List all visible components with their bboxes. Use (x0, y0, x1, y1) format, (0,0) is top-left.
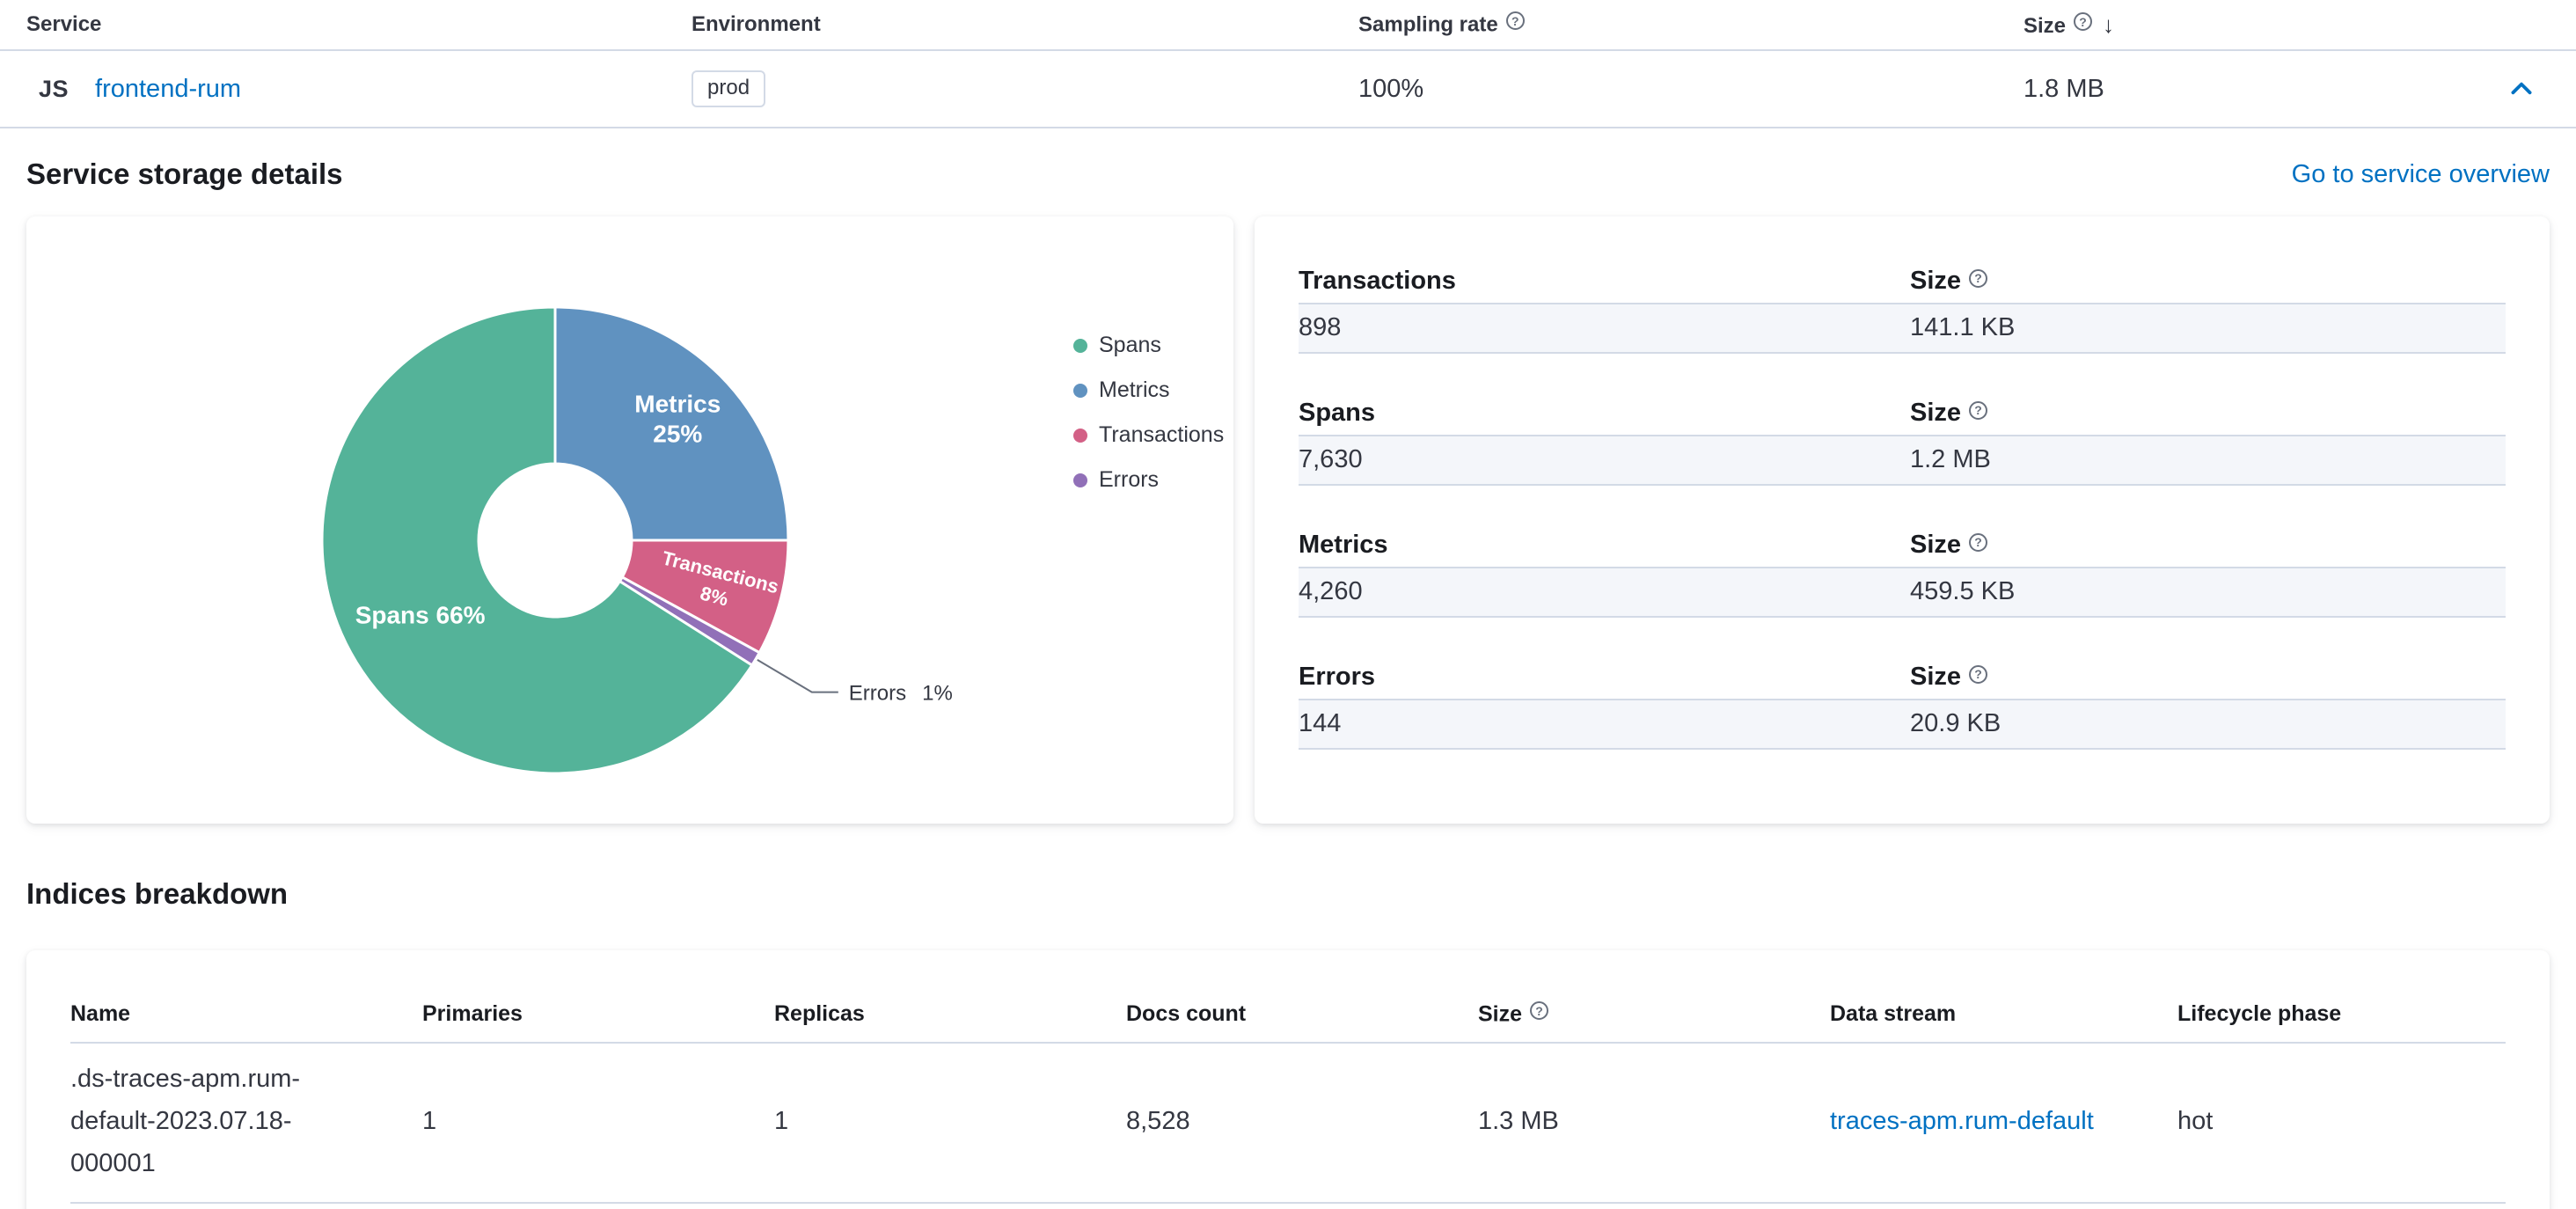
stat-group-metrics: Metrics Size? 4,260 459.5 KB (1299, 530, 2506, 618)
column-header-sampling-rate-label: Sampling rate (1358, 12, 1498, 37)
index-size-cell: 1.3 MB (1478, 1042, 1830, 1204)
stat-count: 898 (1299, 313, 1342, 341)
lifecycle-phase-cell: hot (2177, 1042, 2506, 1204)
data-stream-cell: traces-apm.rum-default (1830, 1042, 2177, 1204)
indices-breakdown-panel: Name Primaries Replicas Docs count Size?… (26, 950, 2550, 1209)
stat-size-header: Size? (1910, 398, 2506, 428)
question-in-circle-icon[interactable]: ? (1530, 1001, 1549, 1020)
column-header-index-size: Size? (1478, 989, 1830, 1044)
primaries-cell: 1 (422, 1042, 774, 1204)
column-header-environment-label: Environment (692, 12, 821, 36)
size-cell: 1.8 MB (2023, 74, 2104, 103)
question-in-circle-icon[interactable]: ? (1505, 11, 1525, 31)
stat-group-errors: Errors Size? 144 20.9 KB (1299, 662, 2506, 750)
service-link[interactable]: frontend-rum (95, 74, 242, 103)
svg-text:Metrics: Metrics (634, 391, 721, 418)
legend-dot-metrics-icon (1073, 383, 1087, 398)
column-header-docs-count: Docs count (1126, 989, 1478, 1044)
storage-donut-panel: Metrics 25% Transactions 8% Errors 1% Spans 66… (26, 216, 1233, 824)
stat-size: 1.2 MB (1910, 445, 1991, 473)
column-header-data-stream: Data stream (1830, 989, 2177, 1044)
indices-table-header-row: Name Primaries Replicas Docs count Size?… (70, 989, 2506, 1044)
environment-cell: prod (692, 70, 1358, 107)
stat-size: 141.1 KB (1910, 313, 2016, 341)
legend-dot-transactions-icon (1073, 428, 1087, 443)
storage-details-section-header: Service storage details Go to service ov… (0, 157, 2576, 192)
sort-descending-icon: ↓ (2103, 11, 2115, 38)
stat-count: 7,630 (1299, 445, 1363, 473)
sampling-rate-cell: 100% (1358, 74, 1424, 103)
column-header-service-label: Service (26, 12, 102, 36)
environment-badge: prod (692, 70, 766, 107)
column-header-size-label: Size (2023, 13, 2067, 38)
page-title: Service storage details (26, 158, 343, 190)
js-agent-icon: JS (39, 75, 70, 102)
question-in-circle-icon[interactable]: ? (2074, 12, 2093, 31)
chevron-up-icon (2511, 82, 2532, 95)
question-in-circle-icon[interactable]: ? (1969, 664, 1988, 684)
stat-size-header: Size? (1910, 530, 2506, 560)
index-name-cell: .ds-traces-apm.rum-default-2023.07.18-00… (70, 1042, 422, 1204)
legend-item-metrics[interactable]: Metrics (1073, 377, 1224, 403)
replicas-cell: 1 (774, 1042, 1126, 1204)
chart-legend: Spans Metrics Transactions Errors (1073, 333, 1224, 512)
question-in-circle-icon[interactable]: ? (1969, 400, 1988, 420)
column-header-sampling-rate: Sampling rate? (1358, 11, 2023, 38)
services-table-header: Service Environment Sampling rate? Size?… (0, 0, 2576, 51)
indices-table: Name Primaries Replicas Docs count Size?… (70, 989, 2506, 1204)
stat-count: 4,260 (1299, 577, 1363, 605)
stat-label: Transactions (1299, 267, 1456, 295)
stat-size-header: Size? (1910, 266, 2506, 296)
stat-label: Spans (1299, 399, 1376, 427)
stat-label: Metrics (1299, 531, 1388, 559)
stat-size: 20.9 KB (1910, 709, 2002, 737)
storage-stats-panel: Transactions Size? 898 141.1 KB Spans Si… (1255, 216, 2550, 824)
collapse-row-button[interactable] (2493, 61, 2550, 117)
service-cell: JS frontend-rum (26, 75, 692, 104)
question-in-circle-icon[interactable]: ? (1969, 268, 1988, 288)
service-row: JS frontend-rum prod 100% 1.8 MB (0, 51, 2576, 128)
question-in-circle-icon[interactable]: ? (1969, 532, 1988, 552)
column-header-service: Service (26, 12, 692, 37)
legend-label: Transactions (1099, 422, 1225, 447)
column-header-replicas: Replicas (774, 989, 1126, 1044)
legend-label: Errors (1099, 467, 1160, 492)
stat-size: 459.5 KB (1910, 577, 2016, 605)
legend-item-transactions[interactable]: Transactions (1073, 422, 1224, 448)
stat-group-spans: Spans Size? 7,630 1.2 MB (1299, 398, 2506, 486)
column-header-lifecycle-phase: Lifecycle phase (2177, 989, 2506, 1044)
svg-text:Spans 66%: Spans 66% (355, 601, 486, 628)
go-to-service-overview-link[interactable]: Go to service overview (2291, 159, 2550, 188)
storage-details-panels: Metrics 25% Transactions 8% Errors 1% Spans 66… (0, 216, 2576, 824)
legend-label: Metrics (1099, 377, 1170, 402)
legend-label: Spans (1099, 333, 1161, 357)
stat-count: 144 (1299, 709, 1342, 737)
legend-dot-errors-icon (1073, 473, 1087, 487)
stat-label: Errors (1299, 663, 1376, 691)
docs-count-cell: 8,528 (1126, 1042, 1478, 1204)
indices-breakdown-title: Indices breakdown (26, 877, 289, 910)
stat-size-header: Size? (1910, 662, 2506, 692)
column-header-primaries: Primaries (422, 989, 774, 1044)
legend-item-errors[interactable]: Errors (1073, 467, 1224, 493)
svg-text:25%: 25% (653, 421, 702, 448)
stat-group-transactions: Transactions Size? 898 141.1 KB (1299, 266, 2506, 354)
column-header-environment: Environment (692, 12, 1358, 37)
legend-dot-spans-icon (1073, 338, 1087, 353)
column-header-size[interactable]: Size? ↓ (2023, 11, 2481, 39)
column-header-name: Name (70, 989, 422, 1044)
table-row: .ds-traces-apm.rum-default-2023.07.18-00… (70, 1042, 2506, 1204)
legend-item-spans[interactable]: Spans (1073, 333, 1224, 358)
data-stream-link[interactable]: traces-apm.rum-default (1830, 1106, 2094, 1135)
